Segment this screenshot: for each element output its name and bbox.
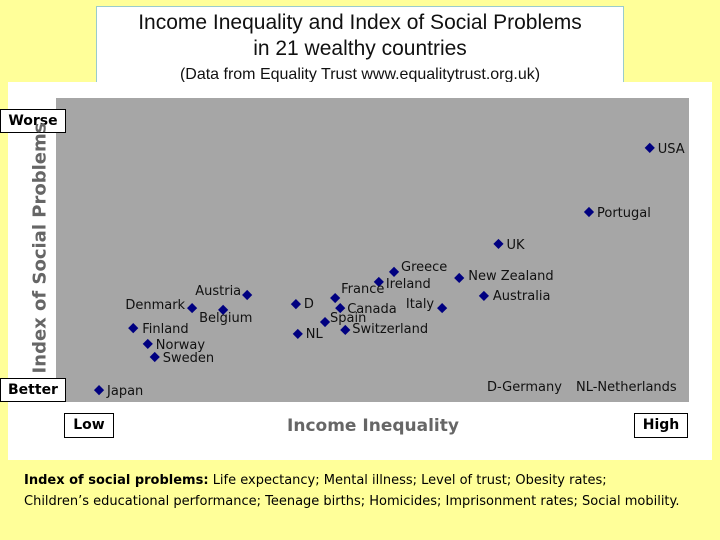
point-usa [644,142,655,153]
title-box: Income Inequality and Index of Social Pr… [96,6,624,90]
chart-subtitle: (Data from Equality Trust www.equalitytr… [179,66,541,83]
footnote-line-1: Life expectancy; Mental illness; Level o… [212,473,607,488]
better-label: Better [0,378,66,402]
point-label-switzerland: Switzerland [352,322,428,337]
point-austria [242,289,253,301]
point-label-france: France [341,282,384,297]
point-label-finland: Finland [142,322,188,337]
point-label-norway: Norway [156,338,206,353]
point-new-zealand [454,272,465,284]
point-japan [93,385,105,396]
point-sweden [149,351,160,363]
point-label-italy: Italy [406,297,435,312]
footnote-heading: Index of social problems: [24,473,209,488]
point-label-belgium: Belgium [199,311,252,326]
point-france [330,292,341,304]
point-label-new-zealand: New Zealand [468,269,553,284]
point-label-spain: Spain [330,311,366,326]
point-greece [388,266,400,277]
chart-title: Income Inequality and Index of Social Pr… [97,10,623,62]
point-italy [437,302,448,314]
point-australia [478,290,489,301]
legend-d-germany: D-Germany [487,380,562,395]
point-canada [335,302,346,314]
point-label-canada: Canada [347,302,396,317]
point-label-portugal: Portugal [597,206,651,221]
plot-area [56,98,689,402]
point-portugal [583,206,595,218]
worse-label: Worse [0,109,66,133]
points-layer: USA Portugal UK Greece Ireland New Zealand Aus… [93,142,685,399]
point-label-denmark: Denmark [125,298,185,313]
point-label-usa: USA [658,142,685,157]
point-label-greece: Greece [401,260,447,275]
point-label-austria: Austria [195,284,241,299]
point-label-uk: UK [506,238,525,253]
footnote: Index of social problems: Life expectanc… [24,470,704,512]
point-ireland [373,276,384,288]
point-switzerland [340,324,351,336]
point-label-d: D [304,297,314,312]
point-label-ireland: Ireland [386,277,431,292]
point-label-japan: Japan [106,384,143,399]
x-axis-label: Income Inequality [287,416,459,436]
point-label-australia: Australia [493,289,551,304]
point-label-sweden: Sweden [163,351,214,366]
title-line-1: Income Inequality and Index of Social Pr… [138,11,582,34]
low-label: Low [64,413,114,438]
point-denmark [187,302,198,314]
point-d [290,299,301,310]
point-norway [142,338,153,350]
point-finland [128,323,139,334]
point-uk [493,238,504,250]
title-line-2: in 21 wealthy countries [253,37,467,60]
point-spain [319,316,331,328]
legend-nl-netherlands: NL-Netherlands [576,380,677,395]
point-label-nl: NL [306,327,324,342]
footnote-line-2: Children’s educational performance; Teen… [24,494,680,509]
point-nl [292,328,303,339]
high-label: High [634,413,688,438]
point-belgium [218,304,229,315]
